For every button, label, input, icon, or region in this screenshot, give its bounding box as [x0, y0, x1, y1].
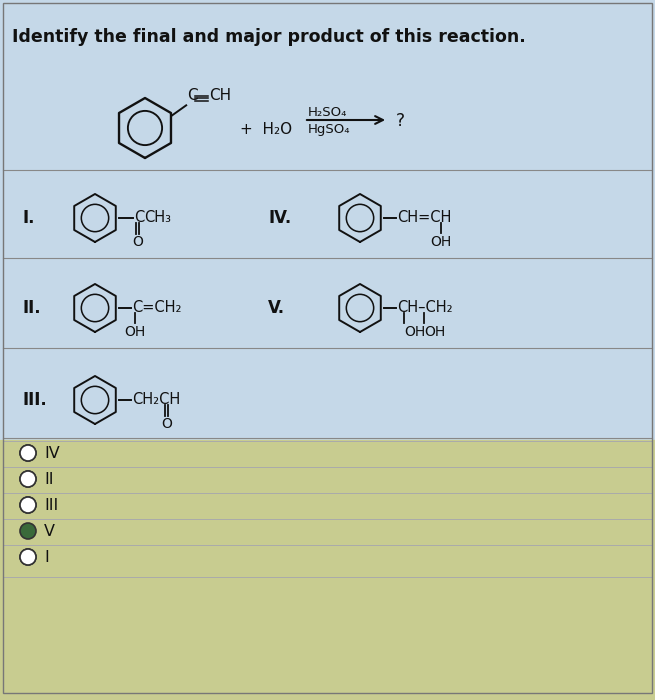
Circle shape — [20, 445, 36, 461]
Text: III.: III. — [22, 391, 47, 409]
Text: CH: CH — [209, 88, 231, 104]
Text: O: O — [161, 417, 172, 431]
Text: I: I — [44, 550, 48, 564]
Text: HgSO₄: HgSO₄ — [308, 123, 350, 136]
Text: C=CH₂: C=CH₂ — [132, 300, 181, 314]
Text: OH: OH — [124, 325, 145, 339]
Text: +  H₂O: + H₂O — [240, 122, 292, 137]
Text: Identify the final and major product of this reaction.: Identify the final and major product of … — [12, 28, 526, 46]
Text: OH: OH — [404, 325, 425, 339]
Text: II: II — [44, 472, 54, 486]
Text: C: C — [134, 209, 144, 225]
Text: III: III — [44, 498, 58, 512]
Text: OH: OH — [424, 325, 445, 339]
Text: H₂SO₄: H₂SO₄ — [308, 106, 347, 118]
Text: V.: V. — [268, 299, 285, 317]
Text: II.: II. — [22, 299, 41, 317]
Text: V: V — [44, 524, 55, 538]
Text: ?: ? — [396, 112, 405, 130]
Bar — [0, 440, 655, 700]
Text: CH₂CH: CH₂CH — [132, 391, 180, 407]
Circle shape — [20, 549, 36, 565]
Circle shape — [20, 497, 36, 513]
Circle shape — [20, 497, 36, 513]
Text: C: C — [187, 88, 198, 104]
Text: OH: OH — [430, 235, 452, 249]
Text: CH=CH: CH=CH — [397, 209, 451, 225]
Circle shape — [20, 471, 36, 487]
Text: O: O — [132, 235, 143, 249]
Text: CH₃: CH₃ — [144, 209, 171, 225]
Circle shape — [20, 471, 36, 487]
Text: CH–CH₂: CH–CH₂ — [397, 300, 453, 314]
Circle shape — [20, 523, 36, 539]
Circle shape — [20, 549, 36, 565]
Circle shape — [20, 445, 36, 461]
Text: IV.: IV. — [268, 209, 291, 227]
Text: IV: IV — [44, 445, 60, 461]
Bar — [0, 0, 655, 440]
Text: I.: I. — [22, 209, 35, 227]
